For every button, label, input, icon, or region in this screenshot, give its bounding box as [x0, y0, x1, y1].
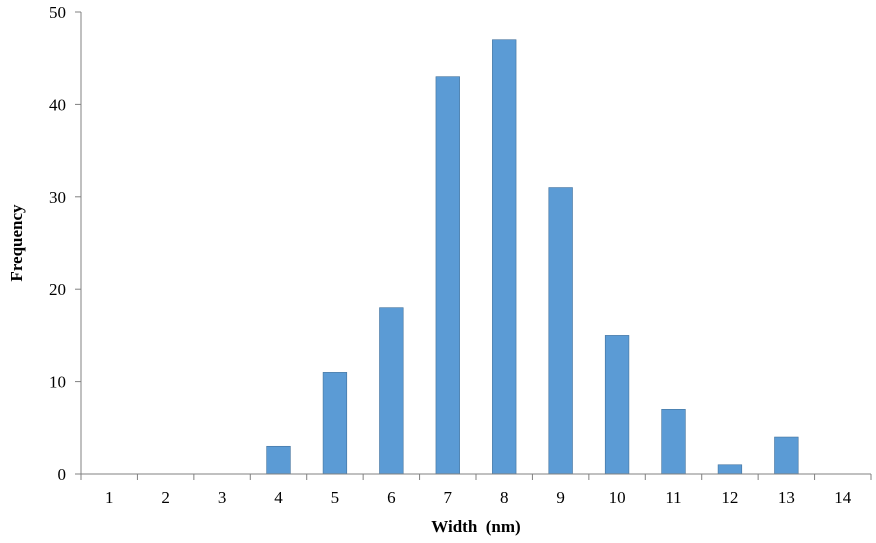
bar-9	[548, 187, 573, 475]
y-tick-label-50: 50	[49, 3, 66, 22]
x-tick-label-5: 5	[331, 488, 340, 507]
x-tick-label-7: 7	[444, 488, 453, 507]
bar-8	[492, 39, 517, 475]
bar-12	[717, 464, 743, 475]
x-tick-label-10: 10	[609, 488, 626, 507]
x-tick-label-3: 3	[218, 488, 227, 507]
x-tick-label-9: 9	[556, 488, 565, 507]
y-tick-label-30: 30	[49, 188, 66, 207]
bar-4	[266, 445, 291, 475]
x-tick-marks	[80, 474, 872, 480]
bars-group	[266, 39, 799, 475]
x-tick-label-6: 6	[387, 488, 396, 507]
x-axis-title: Width (nm)	[431, 517, 520, 536]
x-tick-label-12: 12	[721, 488, 738, 507]
x-tick-label-14: 14	[834, 488, 852, 507]
y-tick-labels: 0 10 20 30 40 50	[49, 3, 66, 484]
bar-6	[379, 307, 404, 475]
y-tick-label-40: 40	[49, 95, 66, 114]
x-tick-label-4: 4	[274, 488, 283, 507]
bar-7	[435, 76, 460, 475]
y-axis-title: Frequency	[7, 204, 26, 282]
y-tick-label-0: 0	[58, 465, 67, 484]
y-tick-label-10: 10	[49, 373, 66, 392]
x-tick-labels: 1 2 3 4 5 6 7 8 9 10 11 12 13 14	[105, 488, 852, 507]
bar-5	[322, 372, 348, 475]
x-tick-label-11: 11	[665, 488, 681, 507]
x-tick-label-13: 13	[778, 488, 795, 507]
bar-13	[774, 436, 799, 475]
bar-10	[604, 335, 630, 475]
y-tick-label-20: 20	[49, 280, 66, 299]
y-tick-marks	[75, 11, 81, 475]
x-tick-label-8: 8	[500, 488, 509, 507]
x-tick-label-1: 1	[105, 488, 114, 507]
x-tick-label-2: 2	[161, 488, 170, 507]
bar-11	[661, 409, 686, 475]
